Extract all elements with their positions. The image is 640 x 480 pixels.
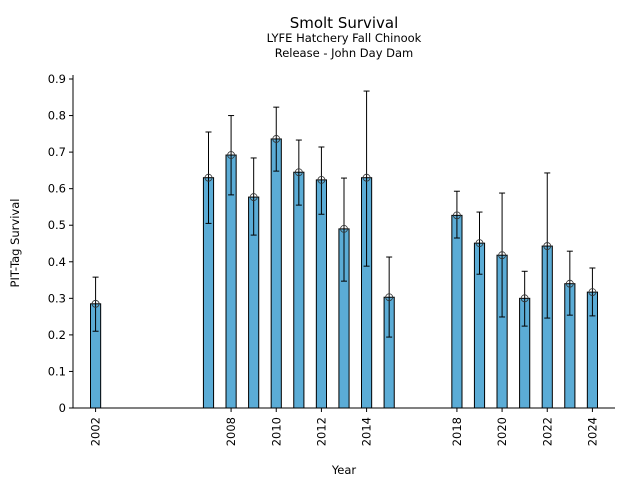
x-tick-label-2008: 2008 — [224, 417, 238, 446]
point-marker-2002 — [91, 299, 100, 308]
x-tick-label-2024: 2024 — [585, 417, 599, 446]
x-axis-label: Year — [331, 463, 357, 477]
y-axis-label: PIT-Tag Survival — [8, 199, 22, 288]
x-axis: 2002 2008 2010 2012 2014 2018 2020 2022 2024 — [73, 407, 615, 446]
bar-2010 — [270, 138, 282, 409]
x-tick-label-2018: 2018 — [450, 417, 464, 446]
point-marker-2013 — [340, 224, 348, 233]
y-tick-label-2: 0.2 — [48, 328, 66, 342]
point-marker-2010 — [272, 135, 281, 143]
bars-group — [90, 90, 598, 409]
y-tick-label-7: 0.7 — [48, 145, 66, 159]
y-tick-label-8: 0.8 — [48, 109, 66, 123]
point-marker-2015 — [385, 293, 394, 302]
y-tick-label-5: 0.5 — [48, 218, 66, 232]
chart-subtitle-line-1: LYFE Hatchery Fall Chinook — [267, 31, 422, 45]
x-tick-label-2014: 2014 — [360, 417, 374, 446]
x-tick-label-2002: 2002 — [89, 417, 103, 446]
x-tick-label-2022: 2022 — [540, 417, 554, 446]
point-marker-2014 — [362, 173, 371, 182]
y-tick-label-6: 0.6 — [48, 182, 66, 196]
chart-title: Smolt Survival — [290, 14, 399, 32]
y-tick-label-9: 0.9 — [48, 72, 66, 86]
point-marker-2012 — [317, 175, 326, 184]
point-marker-2023 — [565, 279, 574, 288]
point-marker-2022 — [543, 242, 552, 250]
y-tick-label-4: 0.4 — [48, 255, 66, 269]
chart-subtitle-line-2: Release - John Day Dam — [275, 46, 414, 60]
y-tick-label-1: 0.1 — [48, 364, 66, 378]
point-marker-2019 — [475, 239, 484, 248]
bar-2011 — [293, 171, 305, 409]
point-marker-2018 — [453, 211, 461, 220]
y-tick-label-3: 0.3 — [48, 291, 66, 305]
point-marker-2011 — [294, 168, 303, 177]
point-marker-2024 — [588, 288, 597, 297]
bar-2018 — [451, 214, 463, 409]
y-tick-label-0: 0 — [59, 401, 66, 415]
x-tick-label-2020: 2020 — [495, 417, 509, 446]
point-marker-2008 — [227, 151, 235, 159]
point-marker-2009 — [249, 193, 258, 201]
point-marker-2007 — [204, 173, 213, 182]
x-tick-label-2010: 2010 — [269, 417, 283, 446]
point-marker-2021 — [520, 294, 529, 303]
point-marker-2020 — [498, 251, 506, 260]
x-tick-label-2012: 2012 — [314, 417, 328, 446]
y-axis: 0 0.1 0.2 0.3 0.4 0.5 0.6 0.7 0.8 0.9 — [48, 72, 74, 415]
